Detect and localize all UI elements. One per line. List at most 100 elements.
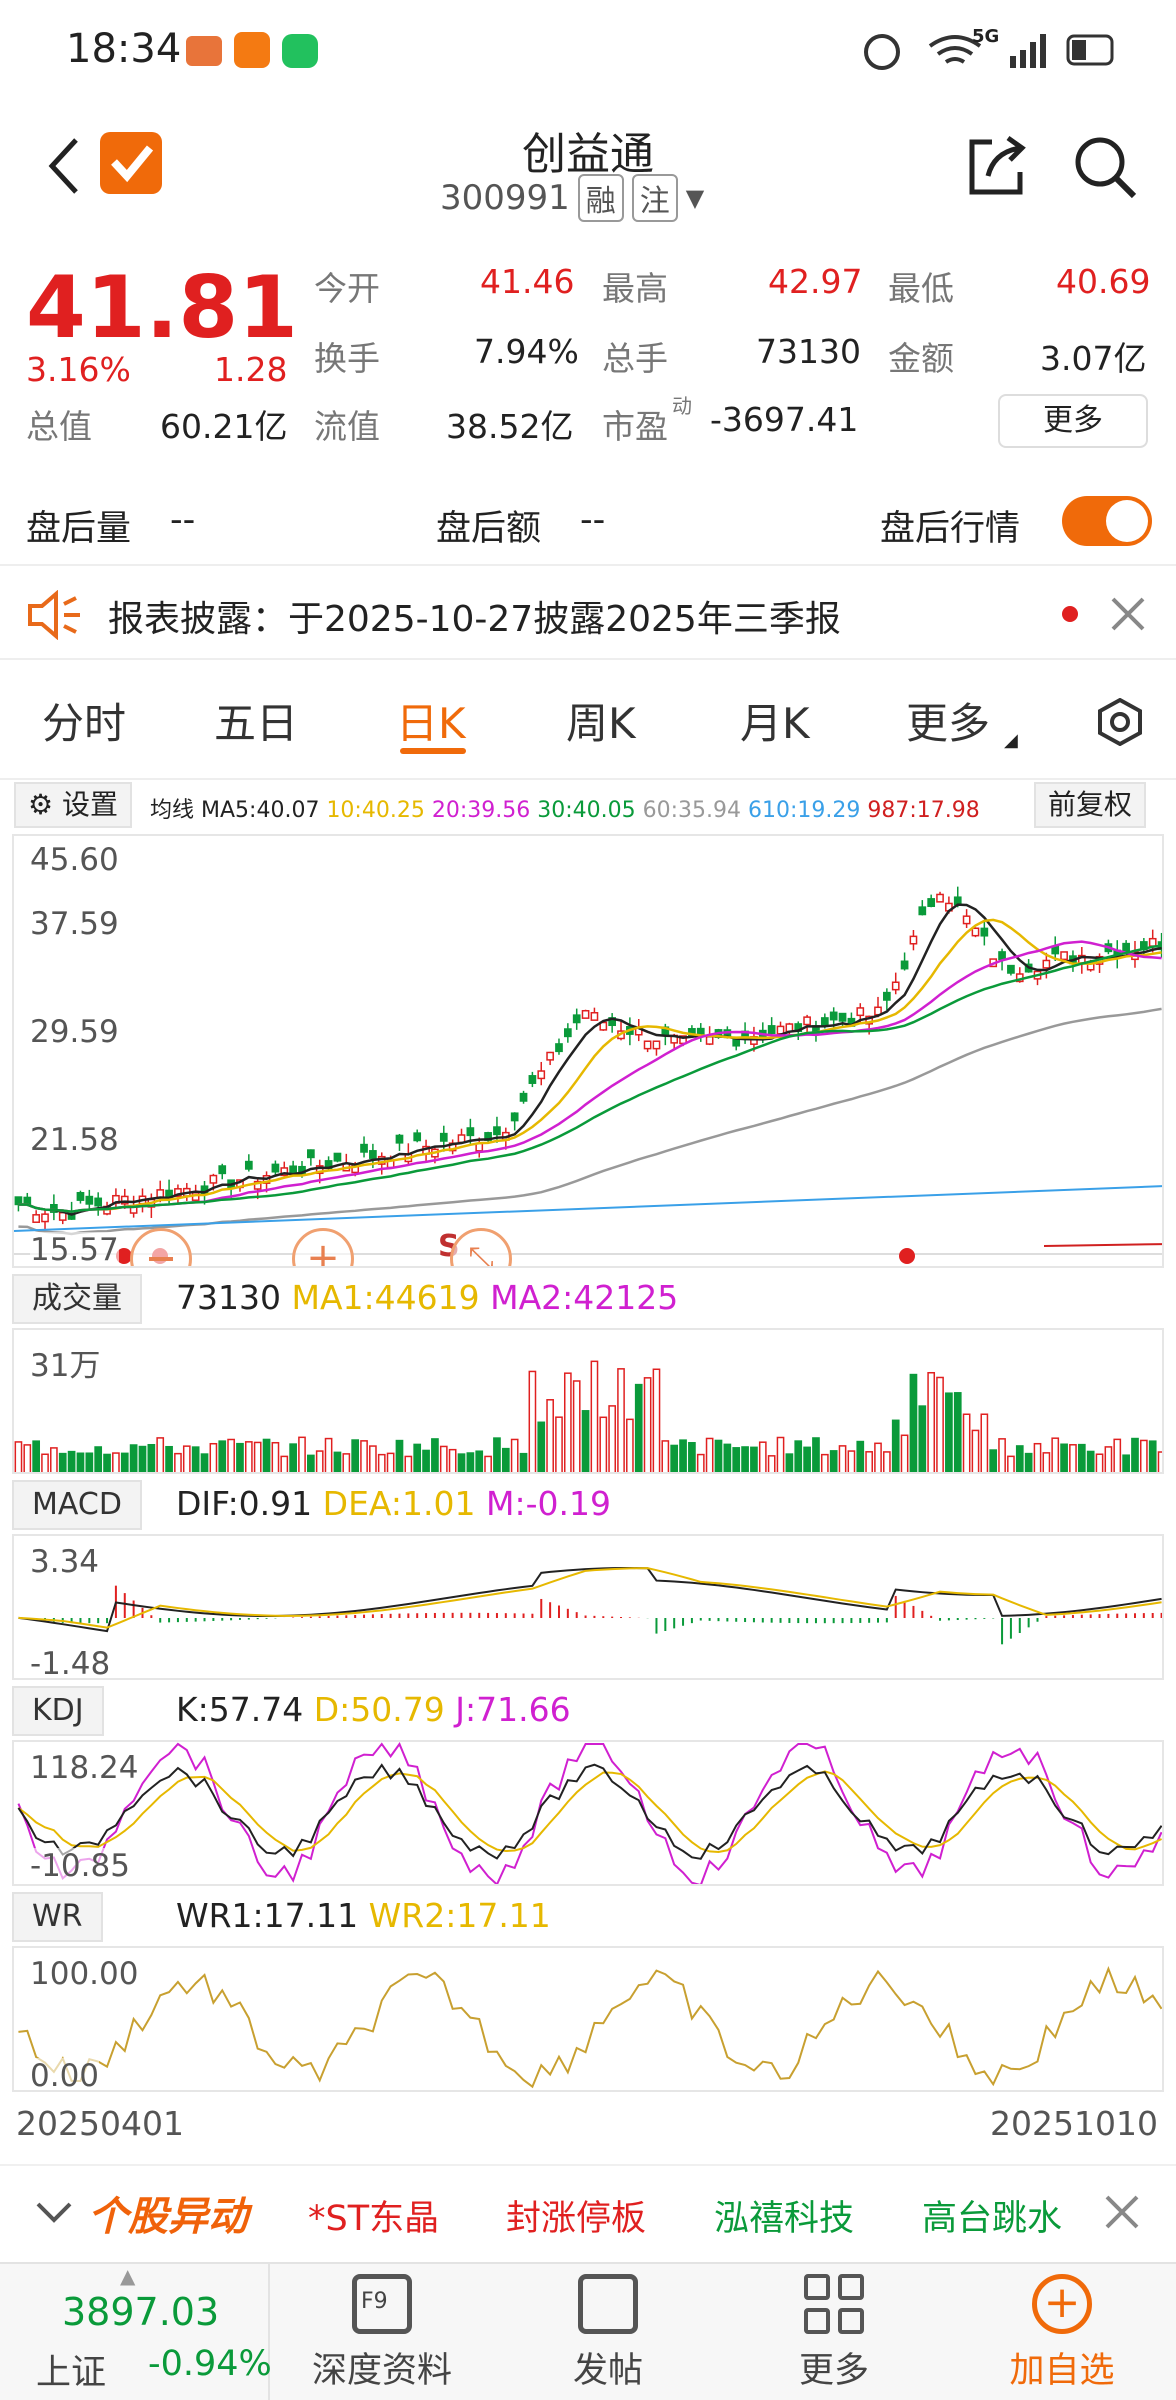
volume-bar bbox=[909, 1373, 918, 1472]
ma-settings-button[interactable]: ⚙ 设置 bbox=[14, 782, 133, 828]
volume-bar bbox=[280, 1455, 289, 1472]
wr-chart[interactable]: 100.00 0.00 bbox=[12, 1946, 1164, 2092]
candle-body bbox=[998, 951, 1006, 961]
chevron-down-icon[interactable] bbox=[34, 2200, 74, 2226]
ma987-line bbox=[1043, 1243, 1162, 1247]
volume-bar bbox=[422, 1449, 430, 1472]
ticker-item-2[interactable]: 封涨停板 bbox=[506, 2199, 647, 2239]
volume-bar bbox=[32, 1440, 41, 1472]
tab-weekly-k[interactable]: 周K bbox=[566, 699, 636, 748]
volume-bar bbox=[501, 1447, 510, 1472]
wr-axis-bottom: 0.00 bbox=[30, 2058, 100, 2092]
volume-bar bbox=[342, 1453, 351, 1472]
search-icon[interactable] bbox=[1072, 134, 1138, 200]
volume-bar bbox=[537, 1421, 546, 1472]
ma-label: 均线 bbox=[150, 798, 195, 823]
notice-bar[interactable]: 报表披露：于2025-10-27披露2025年三季报 bbox=[0, 564, 1176, 660]
volume-current: 73130 bbox=[176, 1278, 281, 1317]
post-button[interactable]: 发帖 bbox=[508, 2274, 708, 2393]
volume-bar bbox=[519, 1452, 528, 1472]
volume-bar bbox=[307, 1454, 315, 1472]
kdj-chart[interactable]: 118.24 -10.85 bbox=[12, 1740, 1164, 1886]
ticker-item-1[interactable]: *ST东晶 bbox=[308, 2199, 440, 2239]
tab-more[interactable]: 更多 bbox=[906, 699, 991, 748]
tab-timeshare[interactable]: 分时 bbox=[42, 699, 127, 748]
ma-values: 均线 MA5:40.07 10:40.25 20:39.56 30:40.05 … bbox=[150, 792, 980, 824]
volume-bar bbox=[794, 1440, 803, 1472]
volume-bar bbox=[404, 1455, 413, 1472]
candle-body bbox=[1007, 964, 1015, 974]
wr2-value: WR2:17.11 bbox=[368, 1896, 551, 1935]
kdj-axis-bottom: -10.85 bbox=[30, 1848, 130, 1884]
volume-bar bbox=[466, 1452, 475, 1472]
volume-bar bbox=[41, 1453, 49, 1472]
volume-bar bbox=[484, 1455, 492, 1472]
volume-ma1: MA1:44619 bbox=[291, 1278, 480, 1317]
dropdown-icon[interactable]: ▼ bbox=[685, 184, 705, 212]
wr-label-button[interactable]: WR bbox=[12, 1892, 103, 1942]
index-widget[interactable]: ▲ 3897.03 上证 -0.94% bbox=[0, 2264, 272, 2400]
candle-body bbox=[174, 1188, 182, 1197]
kline-chart[interactable]: S 45.60 37.59 29.59 21.58 15.57 + ⤡ bbox=[12, 834, 1164, 1268]
post-label: 发帖 bbox=[572, 2351, 643, 2391]
tab-daily-k[interactable]: 日K bbox=[396, 699, 466, 748]
add-watchlist-button[interactable]: + 加自选 bbox=[962, 2274, 1162, 2393]
candle-body bbox=[395, 1134, 404, 1144]
tab-five-day[interactable]: 五日 bbox=[214, 699, 299, 748]
zoom-in-button[interactable]: + bbox=[292, 1228, 354, 1266]
float-value: 38.52亿 bbox=[446, 407, 574, 446]
edit-icon bbox=[578, 2274, 638, 2334]
adjust-button[interactable]: 前复权 bbox=[1034, 782, 1147, 828]
volume-chart[interactable]: 31万 bbox=[12, 1328, 1164, 1474]
more-button[interactable]: 更多 bbox=[998, 394, 1148, 448]
after-amount-value: -- bbox=[580, 500, 606, 540]
volume-bar bbox=[900, 1434, 909, 1472]
candle-body bbox=[883, 991, 891, 1001]
close-icon[interactable] bbox=[1110, 596, 1146, 632]
volume-label-button[interactable]: 成交量 bbox=[12, 1274, 142, 1324]
volume-bar bbox=[723, 1443, 732, 1472]
ticker-close-icon[interactable] bbox=[1104, 2194, 1140, 2230]
volume-bar bbox=[377, 1453, 386, 1472]
kdj-label-button[interactable]: KDJ bbox=[12, 1686, 104, 1736]
candle-body bbox=[528, 1075, 537, 1084]
volume-bar bbox=[652, 1368, 661, 1472]
unread-dot bbox=[1062, 606, 1078, 622]
high-label: 最高 bbox=[602, 269, 668, 308]
chart-settings-icon[interactable] bbox=[1096, 698, 1144, 746]
candle-body bbox=[918, 906, 927, 916]
candle-body bbox=[1042, 959, 1051, 969]
kdj-axis-top: 118.24 bbox=[30, 1750, 139, 1786]
candle-body bbox=[519, 1092, 528, 1102]
volume-bar bbox=[732, 1447, 741, 1472]
candle-body bbox=[209, 1174, 218, 1184]
tab-monthly-k[interactable]: 月K bbox=[740, 699, 810, 748]
deep-data-button[interactable]: F9 深度资料 bbox=[282, 2274, 482, 2393]
volume-bar bbox=[271, 1441, 280, 1472]
volume-bar bbox=[23, 1444, 32, 1472]
ma610-value: 610:19.29 bbox=[748, 798, 861, 823]
volume-bar bbox=[1007, 1455, 1015, 1472]
ticker-item-3[interactable]: 泓禧科技 bbox=[714, 2199, 855, 2239]
after-hours-toggle[interactable] bbox=[1062, 496, 1152, 546]
macd-label-button[interactable]: MACD bbox=[12, 1480, 142, 1530]
candle-body bbox=[838, 1012, 847, 1022]
volume-bar bbox=[262, 1438, 271, 1472]
volume-bar bbox=[608, 1405, 617, 1472]
share-icon[interactable] bbox=[964, 134, 1028, 198]
index-percent: -0.94% bbox=[148, 2344, 272, 2384]
macd-chart[interactable]: 3.34 -1.48 bbox=[12, 1534, 1164, 1680]
ticker-item-4[interactable]: 高台跳水 bbox=[922, 2199, 1063, 2239]
pe-label: 市盈 bbox=[602, 407, 668, 446]
volume-bar bbox=[76, 1452, 85, 1472]
candle-body bbox=[244, 1160, 253, 1170]
volume-bar bbox=[856, 1440, 865, 1472]
volume-values: 73130 MA1:44619 MA2:42125 bbox=[176, 1278, 678, 1317]
more-tools-button[interactable]: 更多 bbox=[734, 2274, 934, 2393]
volume-bar bbox=[1122, 1454, 1130, 1472]
volume-bar bbox=[661, 1440, 670, 1472]
status-bar: 18:34 5G bbox=[0, 0, 1176, 100]
back-icon[interactable] bbox=[44, 136, 84, 196]
volume-bar bbox=[643, 1377, 652, 1472]
volume-bar bbox=[1157, 1451, 1162, 1472]
